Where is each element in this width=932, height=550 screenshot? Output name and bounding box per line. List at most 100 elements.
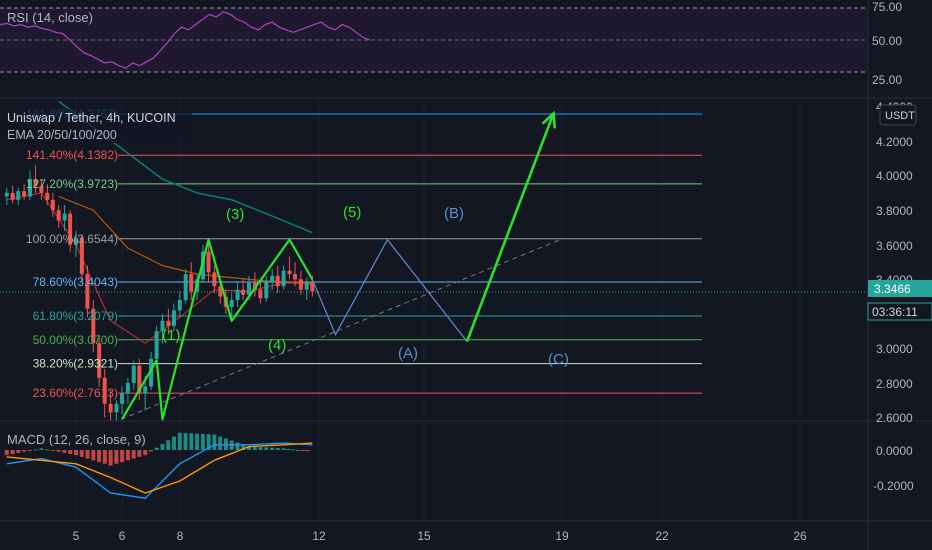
price-tick-4-0: 4.0000 <box>876 169 913 183</box>
arrow-head-icon <box>541 110 557 129</box>
macd-hist-bar <box>56 450 61 452</box>
rsi-tick-25: 25.00 <box>872 73 902 87</box>
candle-body <box>79 237 84 275</box>
macd-hist-bar <box>137 450 142 457</box>
macd-hist-bar <box>16 450 21 453</box>
wave-label-4: (4) <box>268 337 286 354</box>
macd-hist-bar <box>291 449 296 451</box>
macd-hist-bar <box>172 436 177 450</box>
currency-label: USDT <box>885 110 915 122</box>
currency-badge[interactable] <box>879 104 917 126</box>
macd-hist-bar <box>62 450 67 453</box>
macd-hist-bar <box>206 434 211 450</box>
symbol-title[interactable]: Uniswap / Tether, 4h, KUCOIN <box>7 111 176 125</box>
macd-hist-bar <box>281 448 286 450</box>
candle-body <box>206 251 211 273</box>
wave-label-b: (B) <box>444 205 464 222</box>
x-tick-5: 5 <box>73 529 80 543</box>
candle-body <box>85 274 90 309</box>
candle-body <box>235 289 240 301</box>
legend-backdrop <box>4 109 192 143</box>
macd-hist-bar <box>241 444 246 450</box>
fib-label: 141.40%(4.1382) <box>26 148 118 162</box>
candle-body <box>281 270 286 287</box>
macd-hist-bar <box>33 449 38 451</box>
candle-body <box>97 343 102 378</box>
macd-hist-bar <box>39 448 44 450</box>
x-tick-22: 22 <box>655 529 669 543</box>
indicator-title[interactable]: EMA 20/50/100/200 <box>7 128 117 142</box>
fib-label: 38.20%(2.9321) <box>33 357 118 371</box>
candle-body <box>275 275 280 287</box>
fib-label: 50.00%(3.0700) <box>33 333 118 347</box>
x-tick-19: 19 <box>555 529 569 543</box>
candle-body <box>4 192 9 197</box>
macd-tick-0: 0.0000 <box>876 444 913 458</box>
wave-label-3: (3) <box>226 206 244 223</box>
rsi-pane[interactable]: RSI (14, close) <box>0 7 868 73</box>
x-tick-12: 12 <box>312 529 326 543</box>
macd-hist-bar <box>247 446 251 450</box>
countdown-label: 03:36:11 <box>872 305 918 319</box>
candle-body <box>108 403 113 413</box>
candle-body <box>125 382 130 394</box>
price-tick-3-8: 3.8000 <box>876 204 913 218</box>
macd-hist-bar <box>148 450 153 452</box>
time-axis[interactable]: 5 6 8 12 15 19 22 26 <box>73 529 807 543</box>
x-tick-6: 6 <box>119 529 126 543</box>
macd-hist-bar <box>166 440 171 450</box>
candle-body <box>252 282 257 290</box>
macd-hist-bar <box>235 442 240 450</box>
countdown-badge <box>867 302 932 321</box>
elliott-impulse-wave <box>121 238 314 421</box>
macd-hist-bar <box>200 433 205 450</box>
macd-hist-bar <box>154 447 159 450</box>
candle-body <box>189 274 194 292</box>
price-axis[interactable]: 75.00 50.00 25.00 4.4000 4.2000 4.0000 3… <box>867 0 932 493</box>
candle-body <box>10 192 15 200</box>
candle-body <box>102 377 107 404</box>
candle-body <box>33 179 38 186</box>
candle-body <box>247 282 251 295</box>
candle-body <box>22 191 27 197</box>
macd-hist-bar <box>264 447 269 450</box>
candle-body <box>131 365 136 383</box>
candle-body <box>264 281 269 299</box>
macd-hist-bar <box>195 433 200 450</box>
wave-label-a: (A) <box>398 345 418 362</box>
candle-body <box>91 308 96 344</box>
main-pane[interactable]: 161.80%(4.3767)141.40%(4.1382)127.20%(3.… <box>0 98 868 521</box>
macd-hist-bar <box>10 450 15 455</box>
macd-hist-bar <box>131 450 136 459</box>
candle-body <box>50 199 55 211</box>
macd-hist-bar <box>258 447 263 450</box>
candle-body <box>62 213 67 221</box>
candle-body <box>154 331 159 359</box>
macd-hist-bar <box>189 433 194 450</box>
macd-hist-bar <box>79 450 84 457</box>
projection-arrow <box>465 110 557 342</box>
candle-body <box>218 286 223 297</box>
price-tick-4-2: 4.2000 <box>876 135 913 149</box>
wave-label-c: (C) <box>548 351 569 368</box>
macd-hist-bar <box>143 450 148 456</box>
x-tick-26: 26 <box>793 529 807 543</box>
rsi-line <box>0 11 371 69</box>
trendline <box>120 239 561 420</box>
macd-hist-bar <box>305 450 310 452</box>
macd-hist-bar <box>295 450 300 451</box>
macd-hist-bar <box>270 447 275 450</box>
macd-hist-bar <box>45 449 50 451</box>
candle-body <box>149 358 154 387</box>
macd-pane[interactable]: MACD (12, 26, close, 9) <box>4 432 313 499</box>
x-tick-15: 15 <box>417 529 431 543</box>
fib-label: 23.60%(2.7613) <box>33 386 118 400</box>
fib-label: 78.60%(3.4043) <box>33 275 118 289</box>
candle-body <box>143 386 148 394</box>
fib-label: 127.20%(3.9723) <box>26 177 118 191</box>
macd-hist-bar <box>97 450 102 463</box>
candle-body <box>171 310 176 326</box>
macd-hist-bar <box>91 450 96 461</box>
macd-hist-bar <box>212 434 217 450</box>
